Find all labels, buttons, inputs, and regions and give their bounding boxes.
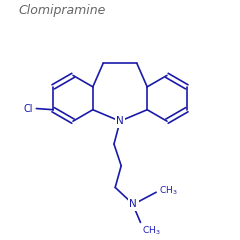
Text: Clomipramine: Clomipramine bbox=[18, 4, 105, 17]
Text: CH$_3$: CH$_3$ bbox=[142, 225, 160, 237]
Text: N: N bbox=[116, 116, 124, 126]
Text: Cl: Cl bbox=[23, 103, 33, 114]
Text: N: N bbox=[129, 199, 137, 209]
Text: CH$_3$: CH$_3$ bbox=[159, 185, 177, 197]
